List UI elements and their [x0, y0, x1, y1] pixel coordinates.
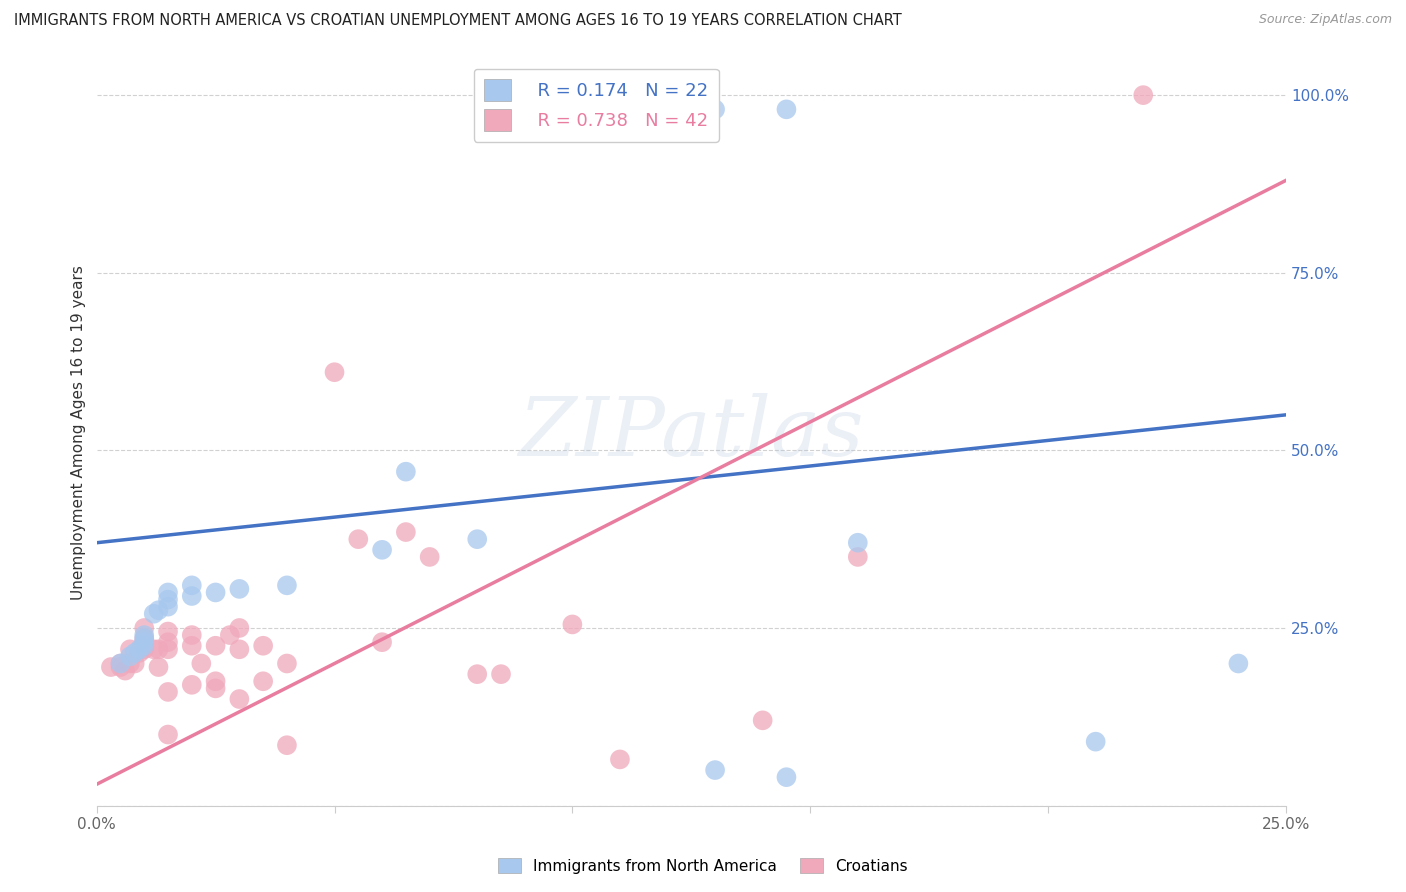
Point [347, 532, 370, 546]
Point [465, 532, 488, 546]
Y-axis label: Unemployment Among Ages 16 to 19 years: Unemployment Among Ages 16 to 19 years [72, 265, 86, 600]
Text: ZIPatlas: ZIPatlas [519, 392, 865, 473]
Point [142, 607, 165, 621]
Point [751, 714, 773, 728]
Point [156, 685, 179, 699]
Point [252, 639, 274, 653]
Text: Source: ZipAtlas.com: Source: ZipAtlas.com [1258, 13, 1392, 27]
Point [124, 657, 146, 671]
Point [156, 727, 179, 741]
Point [156, 642, 179, 657]
Text: IMMIGRANTS FROM NORTH AMERICA VS CROATIAN UNEMPLOYMENT AMONG AGES 16 TO 19 YEARS: IMMIGRANTS FROM NORTH AMERICA VS CROATIA… [14, 13, 901, 29]
Point [180, 639, 202, 653]
Point [371, 542, 394, 557]
Point [134, 635, 156, 649]
Point [419, 549, 441, 564]
Point [134, 639, 156, 653]
Point [156, 599, 179, 614]
Point [704, 103, 727, 117]
Point [204, 674, 226, 689]
Point [180, 589, 202, 603]
Point [128, 642, 150, 657]
Point [228, 642, 250, 657]
Point [142, 642, 165, 657]
Point [114, 664, 136, 678]
Point [134, 642, 156, 657]
Point [609, 752, 631, 766]
Point [100, 660, 122, 674]
Point [395, 465, 418, 479]
Point [704, 763, 727, 777]
Point [1084, 734, 1107, 748]
Point [190, 657, 212, 671]
Point [156, 585, 179, 599]
Point [180, 678, 202, 692]
Point [134, 632, 156, 646]
Legend:   R = 0.174   N = 22,   R = 0.738   N = 42: R = 0.174 N = 22, R = 0.738 N = 42 [474, 69, 718, 142]
Point [148, 603, 170, 617]
Point [846, 535, 869, 549]
Point [180, 628, 202, 642]
Point [228, 621, 250, 635]
Point [118, 657, 141, 671]
Point [110, 657, 132, 671]
Point [156, 635, 179, 649]
Point [1132, 88, 1154, 103]
Point [134, 621, 156, 635]
Point [134, 639, 156, 653]
Point [118, 649, 141, 664]
Point [228, 582, 250, 596]
Point [124, 646, 146, 660]
Point [371, 635, 394, 649]
Point [1227, 657, 1250, 671]
Point [218, 628, 240, 642]
Point [180, 578, 202, 592]
Point [134, 635, 156, 649]
Point [276, 657, 298, 671]
Point [775, 770, 797, 784]
Point [156, 624, 179, 639]
Point [276, 738, 298, 752]
Point [128, 646, 150, 660]
Point [561, 617, 583, 632]
Point [204, 681, 226, 696]
Point [148, 660, 170, 674]
Point [252, 674, 274, 689]
Point [228, 692, 250, 706]
Point [110, 657, 132, 671]
Point [204, 639, 226, 653]
Point [489, 667, 512, 681]
Point [775, 103, 797, 117]
Point [276, 578, 298, 592]
Point [110, 660, 132, 674]
Legend: Immigrants from North America, Croatians: Immigrants from North America, Croatians [492, 852, 914, 880]
Point [156, 592, 179, 607]
Point [465, 667, 488, 681]
Point [846, 549, 869, 564]
Point [134, 628, 156, 642]
Point [134, 632, 156, 646]
Point [395, 524, 418, 539]
Point [118, 642, 141, 657]
Point [148, 642, 170, 657]
Point [204, 585, 226, 599]
Point [323, 365, 346, 379]
